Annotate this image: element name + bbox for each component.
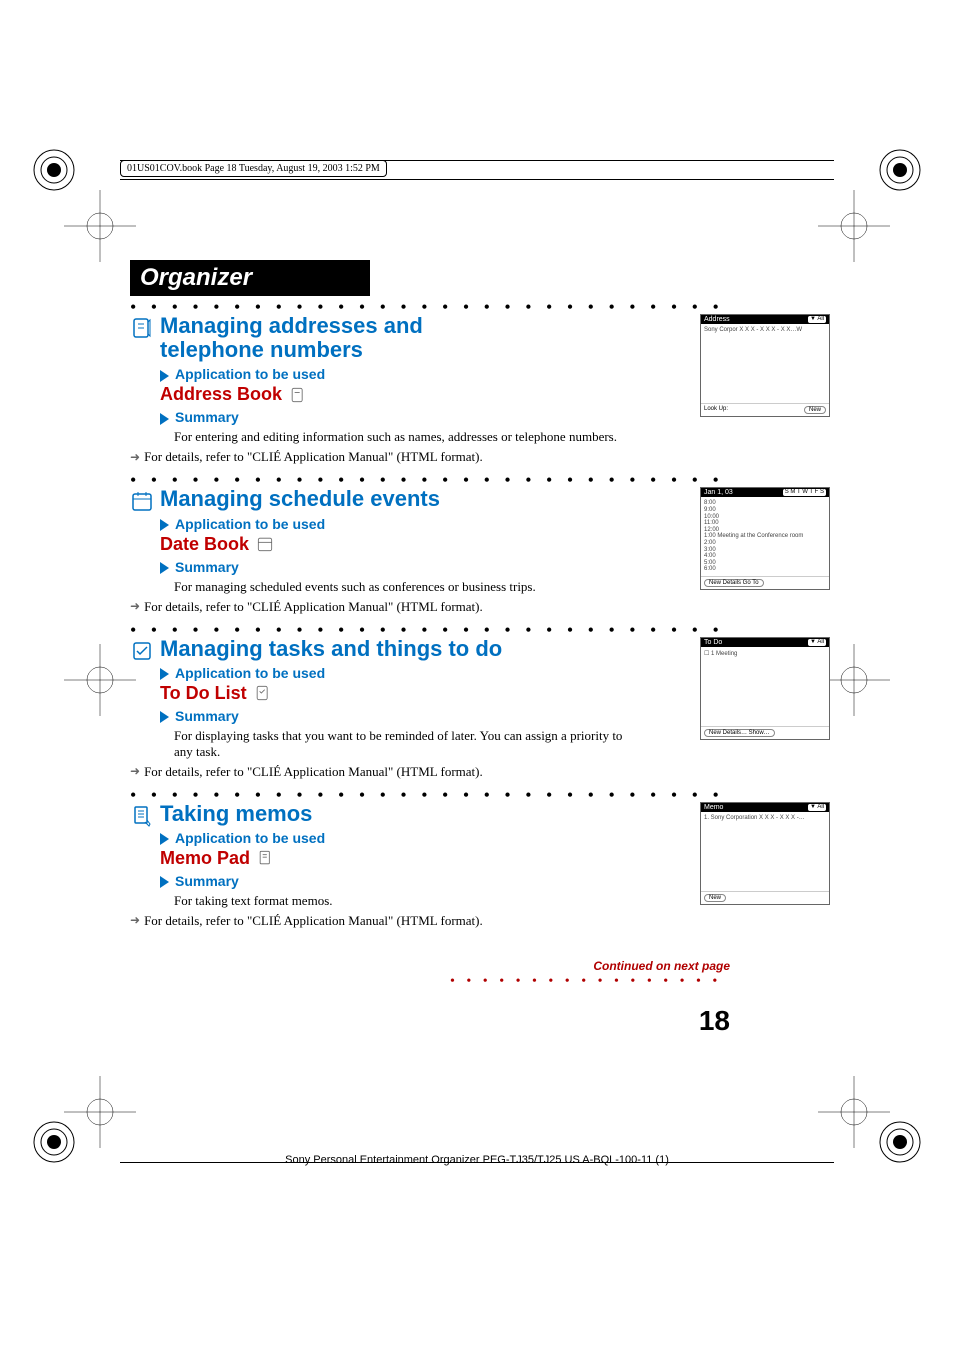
footer-text: Sony Personal Entertainment Organizer PE… — [0, 1154, 954, 1166]
page-number: 18 — [130, 1005, 730, 1037]
memo-pad-screenshot: Memo ▼ All 1. Sony Corporation X X X - X … — [700, 802, 830, 905]
todo-list-screenshot: To Do ▼ All ☐ 1 Meeting New Details… Show… — [700, 637, 830, 740]
shot-footer-buttons: New Details Go To — [704, 579, 764, 587]
shot-footer-buttons: New Details… Show… — [704, 729, 775, 737]
app-label: Application to be used — [175, 516, 325, 532]
summary-text: For entering and editing information suc… — [174, 429, 634, 445]
summary-label: Summary — [175, 873, 239, 889]
address-book-app-icon — [288, 385, 308, 405]
memo-icon — [130, 804, 154, 828]
header-note: 01US01COV.book Page 18 Tuesday, August 1… — [120, 160, 387, 177]
section-title: Taking memos — [160, 802, 520, 826]
shot-new-button: New — [704, 894, 726, 902]
arrow-icon: ➜ — [130, 450, 140, 465]
continued-label: Continued on next page — [130, 959, 730, 973]
date-book-screenshot: Jan 1, 03 S M T W T F S 8:00 9:00 10:00 1… — [700, 487, 830, 590]
triangle-bullet-icon — [160, 519, 169, 531]
shot-new-button: New — [804, 406, 826, 414]
details-text: For details, refer to "CLIÉ Application … — [144, 449, 483, 465]
triangle-bullet-icon — [160, 833, 169, 845]
shot-title: To Do — [704, 639, 722, 646]
summary-label: Summary — [175, 708, 239, 724]
dotted-separator: • • • • • • • • • • • • • • • • • • • • … — [130, 790, 730, 800]
registration-cross — [64, 190, 136, 262]
details-text: For details, refer to "CLIÉ Application … — [144, 764, 483, 780]
summary-label: Summary — [175, 559, 239, 575]
shot-dropdown: ▼ All — [808, 316, 826, 323]
app-name: Address Book — [160, 384, 282, 405]
calendar-icon — [130, 489, 154, 513]
shot-dropdown: ▼ All — [808, 639, 826, 646]
registration-ring — [32, 148, 76, 192]
summary-label: Summary — [175, 409, 239, 425]
shot-title: Jan 1, 03 — [704, 489, 733, 496]
shot-body: 8:00 9:00 10:00 11:00 12:00 1:00 Meeting… — [701, 497, 829, 577]
shot-body: Sony Corpor X X X - X X X - X X…W — [701, 324, 829, 404]
summary-text: For displaying tasks that you want to be… — [174, 728, 634, 760]
date-book-app-icon — [255, 534, 275, 554]
triangle-bullet-icon — [160, 413, 169, 425]
summary-text: For managing scheduled events such as co… — [174, 579, 634, 595]
registration-cross — [818, 1076, 890, 1148]
registration-cross — [64, 1076, 136, 1148]
app-name: Memo Pad — [160, 848, 250, 869]
details-text: For details, refer to "CLIÉ Application … — [144, 599, 483, 615]
registration-cross — [64, 644, 136, 716]
shot-dropdown: ▼ All — [808, 804, 826, 811]
app-label: Application to be used — [175, 830, 325, 846]
address-icon — [130, 316, 154, 340]
dotted-separator: • • • • • • • • • • • • • • • • • • • • … — [130, 302, 730, 312]
triangle-bullet-icon — [160, 562, 169, 574]
app-name: To Do List — [160, 683, 247, 704]
shot-days: S M T W T F S — [783, 489, 826, 496]
address-book-screenshot: Address ▼ All Sony Corpor X X X - X X X -… — [700, 314, 830, 417]
triangle-bullet-icon — [160, 668, 169, 680]
header-rule: 01US01COV.book Page 18 Tuesday, August 1… — [120, 160, 834, 180]
shot-footer-left: Look Up: — [704, 406, 728, 414]
triangle-bullet-icon — [160, 876, 169, 888]
shot-title: Memo — [704, 804, 723, 811]
page-content: Organizer • • • • • • • • • • • • • • • … — [130, 200, 830, 1037]
summary-text: For taking text format memos. — [174, 893, 634, 909]
shot-title: Address — [704, 316, 730, 323]
registration-ring — [878, 148, 922, 192]
todo-icon — [130, 639, 154, 663]
section-title: Managing addresses and telephone numbers — [160, 314, 520, 362]
dotted-separator: • • • • • • • • • • • • • • • • • • • • … — [130, 625, 730, 635]
memo-pad-app-icon — [256, 848, 276, 868]
app-label: Application to be used — [175, 665, 325, 681]
details-text: For details, refer to "CLIÉ Application … — [144, 913, 483, 929]
shot-body: ☐ 1 Meeting — [701, 647, 829, 727]
organizer-banner: Organizer — [130, 260, 370, 296]
app-label: Application to be used — [175, 366, 325, 382]
app-name: Date Book — [160, 534, 249, 555]
dotted-separator: • • • • • • • • • • • • • • • • • • • • … — [130, 475, 730, 485]
arrow-icon: ➜ — [130, 913, 140, 928]
triangle-bullet-icon — [160, 711, 169, 723]
section-title: Managing tasks and things to do — [160, 637, 520, 661]
shot-body: 1. Sony Corporation X X X - X X X -… — [701, 812, 829, 892]
triangle-bullet-icon — [160, 370, 169, 382]
todo-list-app-icon — [253, 683, 273, 703]
arrow-icon: ➜ — [130, 599, 140, 614]
arrow-icon: ➜ — [130, 764, 140, 779]
dotted-red-separator: • • • • • • • • • • • • • • • • • • • • … — [450, 977, 730, 987]
section-title: Managing schedule events — [160, 487, 520, 511]
